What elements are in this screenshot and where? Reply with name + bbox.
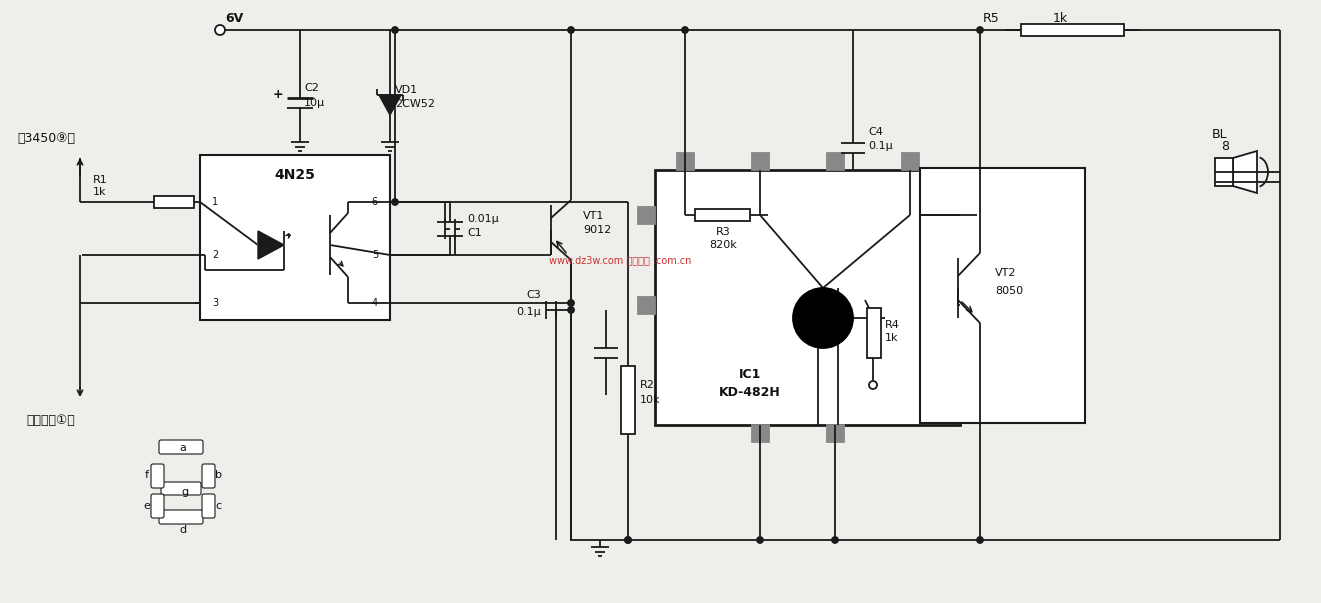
Text: IC1: IC1	[738, 368, 761, 382]
Text: 5: 5	[371, 250, 378, 260]
Text: 820k: 820k	[709, 240, 737, 250]
Text: 接3450⑨脚: 接3450⑨脚	[17, 131, 75, 145]
Text: www.dz3w.com 产品世界 .com.cn: www.dz3w.com 产品世界 .com.cn	[548, 255, 691, 265]
Text: 10k: 10k	[639, 395, 660, 405]
Polygon shape	[258, 231, 284, 259]
Text: 1k: 1k	[885, 333, 898, 343]
Text: VT1: VT1	[583, 211, 605, 221]
Text: 0.1μ: 0.1μ	[868, 141, 893, 151]
Text: 0.01μ: 0.01μ	[468, 213, 499, 224]
Circle shape	[568, 300, 575, 306]
Bar	[752, 425, 769, 442]
Text: g: g	[181, 487, 189, 497]
Text: R1: R1	[92, 175, 107, 185]
Polygon shape	[1232, 151, 1258, 193]
Bar	[638, 297, 655, 314]
Text: e: e	[144, 501, 151, 511]
Text: R3: R3	[716, 227, 731, 237]
Text: 6: 6	[373, 197, 378, 207]
Text: 1: 1	[211, 197, 218, 207]
Bar	[621, 367, 635, 434]
Text: f: f	[145, 470, 149, 480]
Circle shape	[978, 537, 983, 543]
Text: KD-482H: KD-482H	[719, 385, 781, 399]
Text: 8050: 8050	[995, 286, 1024, 296]
Circle shape	[682, 27, 688, 33]
Circle shape	[568, 27, 575, 33]
Text: 8: 8	[1221, 139, 1229, 153]
Bar	[1215, 158, 1232, 186]
Bar	[919, 168, 1085, 423]
Text: VT2: VT2	[995, 268, 1016, 278]
Text: 10μ: 10μ	[304, 98, 325, 108]
Text: a: a	[180, 443, 186, 453]
Text: +: +	[272, 87, 283, 101]
Polygon shape	[258, 231, 284, 259]
Text: R2: R2	[639, 380, 655, 390]
FancyBboxPatch shape	[202, 464, 215, 488]
Circle shape	[869, 381, 877, 389]
Circle shape	[978, 27, 983, 33]
Text: 6V: 6V	[225, 11, 243, 25]
FancyBboxPatch shape	[151, 494, 164, 518]
Text: 接显示屏①脚: 接显示屏①脚	[26, 414, 75, 426]
Text: 1k: 1k	[94, 187, 107, 197]
Circle shape	[625, 537, 631, 543]
Text: 2CW52: 2CW52	[395, 99, 435, 109]
Bar	[638, 207, 655, 224]
Circle shape	[392, 199, 398, 205]
Polygon shape	[379, 95, 402, 115]
FancyBboxPatch shape	[159, 440, 203, 454]
Text: 9012: 9012	[583, 225, 612, 235]
Text: d: d	[180, 525, 186, 535]
Bar	[960, 207, 978, 224]
Bar	[867, 308, 881, 358]
Circle shape	[568, 307, 575, 313]
Bar	[827, 153, 844, 170]
Text: 3: 3	[211, 298, 218, 308]
Bar	[902, 153, 919, 170]
Bar	[1021, 24, 1124, 36]
Circle shape	[793, 288, 853, 348]
Bar	[155, 196, 194, 208]
Text: 4N25: 4N25	[275, 168, 316, 182]
Text: R4: R4	[885, 320, 900, 330]
FancyBboxPatch shape	[151, 464, 164, 488]
Bar	[655, 170, 960, 425]
Text: C2: C2	[304, 83, 318, 93]
Text: C1: C1	[468, 229, 482, 239]
Circle shape	[832, 537, 838, 543]
Text: 0.1μ: 0.1μ	[517, 307, 542, 317]
FancyBboxPatch shape	[202, 494, 215, 518]
Text: C4: C4	[868, 127, 882, 137]
Bar	[695, 209, 750, 221]
Text: R5: R5	[983, 11, 1000, 25]
Text: 1k: 1k	[1053, 11, 1067, 25]
Text: C3: C3	[526, 290, 542, 300]
FancyBboxPatch shape	[161, 482, 201, 495]
Bar	[752, 153, 769, 170]
FancyBboxPatch shape	[159, 510, 203, 524]
Bar	[960, 297, 978, 314]
Text: c: c	[215, 501, 221, 511]
Text: BL: BL	[1213, 127, 1227, 140]
Bar	[827, 425, 844, 442]
Bar	[676, 153, 694, 170]
Circle shape	[757, 537, 764, 543]
Circle shape	[625, 537, 631, 543]
Bar	[199, 155, 390, 320]
Text: b: b	[214, 470, 222, 480]
Text: 2: 2	[211, 250, 218, 260]
Circle shape	[215, 25, 225, 35]
Text: VD1: VD1	[395, 85, 419, 95]
Circle shape	[392, 27, 398, 33]
Text: 4: 4	[373, 298, 378, 308]
